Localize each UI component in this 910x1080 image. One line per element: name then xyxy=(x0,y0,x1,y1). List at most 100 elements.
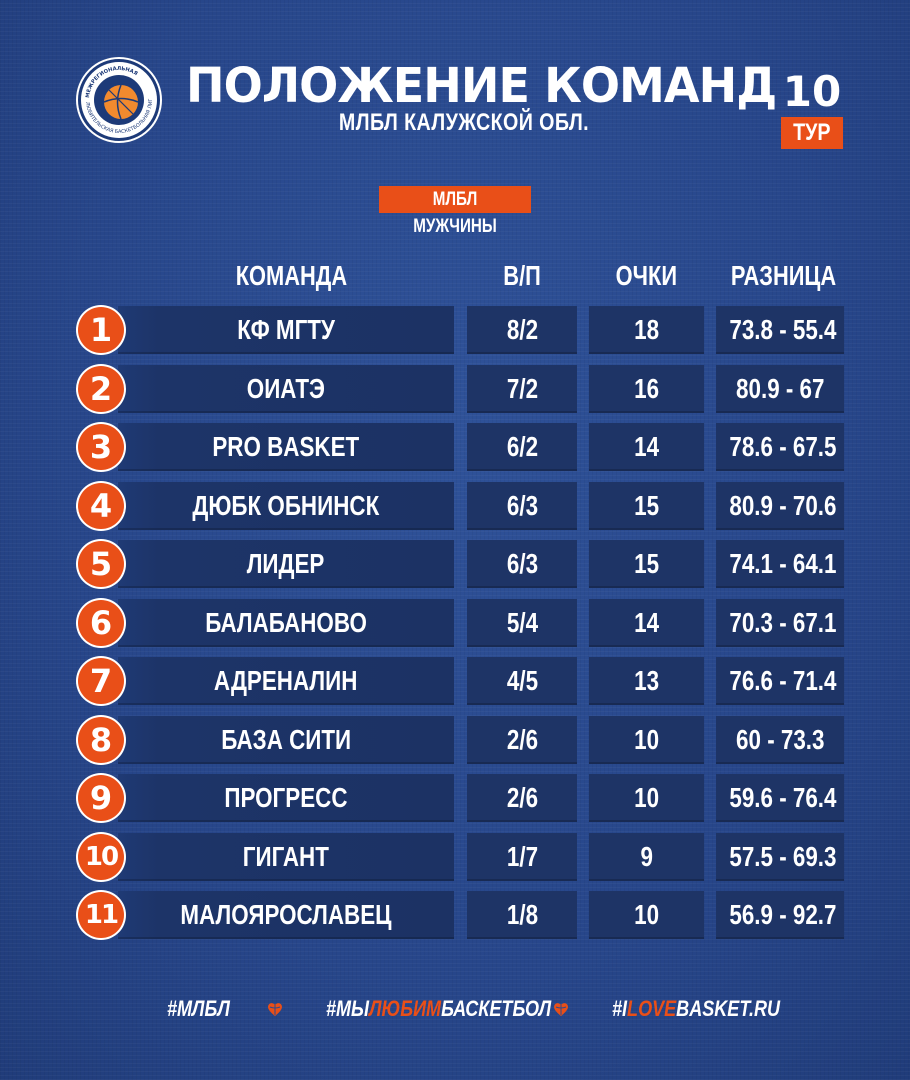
points-cell: 10 xyxy=(589,891,704,939)
hashtag-ilovebasket: #ILOVEBASKET.RU xyxy=(612,994,817,1024)
points-value: 13 xyxy=(634,665,659,696)
team-name: МАЛОЯРОСЛАВЕЦ xyxy=(180,899,392,930)
wl-cell: 6/2 xyxy=(467,423,577,471)
points-value: 18 xyxy=(634,314,659,345)
rank-badge: 8 xyxy=(78,717,124,763)
points-cell: 14 xyxy=(589,599,704,647)
column-header-team: КОМАНДА xyxy=(128,258,454,294)
diff-cell: 80.9 - 67 xyxy=(716,365,844,413)
points-cell: 18 xyxy=(589,306,704,354)
diff-cell: 60 - 73.3 xyxy=(716,716,844,764)
table-row: ДЮБК ОБНИНСК 6/3 15 80.9 - 70.6 4 xyxy=(0,482,910,530)
diff-value: 78.6 - 67.5 xyxy=(729,431,837,462)
wl-value: 1/7 xyxy=(506,841,538,872)
wl-value: 2/6 xyxy=(506,724,538,755)
diff-cell: 59.6 - 76.4 xyxy=(716,774,844,822)
page-subtitle: МЛБЛ КАЛУЖСКОЙ ОБЛ. xyxy=(338,109,590,136)
points-cell: 13 xyxy=(589,657,704,705)
rank-badge: 10 xyxy=(78,834,124,880)
points-value: 10 xyxy=(634,724,659,755)
basketball-icon xyxy=(554,1003,568,1016)
team-name: ЛИДЕР xyxy=(247,548,325,579)
wl-cell: 2/6 xyxy=(467,716,577,764)
table-row: БАЗА СИТИ 2/6 10 60 - 73.3 8 xyxy=(0,716,910,764)
team-cell: ОИАТЭ xyxy=(118,365,454,413)
rank-badge: 5 xyxy=(78,541,124,587)
diff-cell: 56.9 - 92.7 xyxy=(716,891,844,939)
points-value: 10 xyxy=(634,899,659,930)
diff-value: 56.9 - 92.7 xyxy=(729,899,837,930)
column-header-diff-text: РАЗНИЦА xyxy=(730,260,837,291)
hashtag-part: BASKET.RU xyxy=(676,996,781,1021)
points-cell: 10 xyxy=(589,774,704,822)
column-header-team-text: КОМАНДА xyxy=(235,260,347,291)
points-cell: 15 xyxy=(589,482,704,530)
hashtag-part: #I xyxy=(612,996,628,1021)
diff-value: 57.5 - 69.3 xyxy=(729,841,837,872)
diff-value: 80.9 - 67 xyxy=(735,373,825,404)
hashtag-part: БАСКЕТБОЛ xyxy=(441,996,552,1021)
wl-cell: 1/7 xyxy=(467,833,577,881)
column-header-points-text: ОЧКИ xyxy=(615,260,678,291)
wl-cell: 1/8 xyxy=(467,891,577,939)
points-cell: 15 xyxy=(589,540,704,588)
team-cell: АДРЕНАЛИН xyxy=(118,657,454,705)
points-value: 10 xyxy=(634,782,659,813)
wl-cell: 6/3 xyxy=(467,482,577,530)
column-header-wl-text: В/П xyxy=(503,260,541,291)
points-cell: 10 xyxy=(589,716,704,764)
diff-value: 60 - 73.3 xyxy=(735,724,825,755)
team-name: ОИАТЭ xyxy=(246,373,326,404)
hashtag-mlbl-text: #МЛБЛ xyxy=(167,996,230,1021)
diff-cell: 70.3 - 67.1 xyxy=(716,599,844,647)
team-name: АДРЕНАЛИН xyxy=(214,665,358,696)
team-cell: БАЛАБАНОВО xyxy=(118,599,454,647)
hashtag-mlbl: #МЛБЛ xyxy=(167,994,244,1024)
rank-badge: 6 xyxy=(78,600,124,646)
wl-cell: 2/6 xyxy=(467,774,577,822)
league-badge-text: МЛБЛ МУЖЧИНЫ xyxy=(413,189,497,237)
rank-badge: 1 xyxy=(78,307,124,353)
team-name: ПРОГРЕСС xyxy=(224,782,348,813)
points-cell: 9 xyxy=(589,833,704,881)
points-value: 9 xyxy=(640,841,653,872)
diff-value: 73.8 - 55.4 xyxy=(729,314,837,345)
team-name: БАЗА СИТИ xyxy=(221,724,351,755)
team-cell: БАЗА СИТИ xyxy=(118,716,454,764)
team-cell: ДЮБК ОБНИНСК xyxy=(118,482,454,530)
table-row: ГИГАНТ 1/7 9 57.5 - 69.3 10 xyxy=(0,833,910,881)
rank-badge: 11 xyxy=(78,892,124,938)
wl-cell: 7/2 xyxy=(467,365,577,413)
wl-value: 7/2 xyxy=(506,373,538,404)
table-row: ЛИДЕР 6/3 15 74.1 - 64.1 5 xyxy=(0,540,910,588)
column-header-wl: В/П xyxy=(467,258,577,294)
hashtag-part: #МЫ xyxy=(326,996,370,1021)
diff-cell: 73.8 - 55.4 xyxy=(716,306,844,354)
wl-value: 4/5 xyxy=(506,665,538,696)
wl-cell: 4/5 xyxy=(467,657,577,705)
table-row: ОИАТЭ 7/2 16 80.9 - 67 2 xyxy=(0,365,910,413)
wl-value: 5/4 xyxy=(506,607,538,638)
column-header-points: ОЧКИ xyxy=(589,258,704,294)
points-value: 14 xyxy=(634,431,659,462)
points-cell: 14 xyxy=(589,423,704,471)
wl-value: 2/6 xyxy=(506,782,538,813)
round-number: 10 xyxy=(782,67,842,116)
team-cell: ПРОГРЕСС xyxy=(118,774,454,822)
team-name: PRO BASKET xyxy=(212,431,360,462)
rank-badge: 9 xyxy=(78,775,124,821)
team-cell: МАЛОЯРОСЛАВЕЦ xyxy=(118,891,454,939)
rank-badge: 3 xyxy=(78,424,124,470)
team-cell: ЛИДЕР xyxy=(118,540,454,588)
wl-value: 6/2 xyxy=(506,431,538,462)
hashtag-accent: ЛЮБИМ xyxy=(369,996,442,1021)
table-row: PRO BASKET 6/2 14 78.6 - 67.5 3 xyxy=(0,423,910,471)
hashtag-accent: LOVE xyxy=(627,996,677,1021)
team-cell: ГИГАНТ xyxy=(118,833,454,881)
hashtag-we-love-basketball: #МЫЛЮБИМБАСКЕТБОЛ xyxy=(326,994,601,1024)
diff-value: 70.3 - 67.1 xyxy=(729,607,837,638)
basketball-league-logo: МЕЖРЕГИОНАЛЬНАЯ ЛЮБИТЕЛЬСКАЯ БАСКЕТБОЛЬН… xyxy=(76,57,162,143)
points-value: 15 xyxy=(634,548,659,579)
league-badge: МЛБЛ МУЖЧИНЫ xyxy=(379,186,531,237)
diff-value: 76.6 - 71.4 xyxy=(729,665,837,696)
